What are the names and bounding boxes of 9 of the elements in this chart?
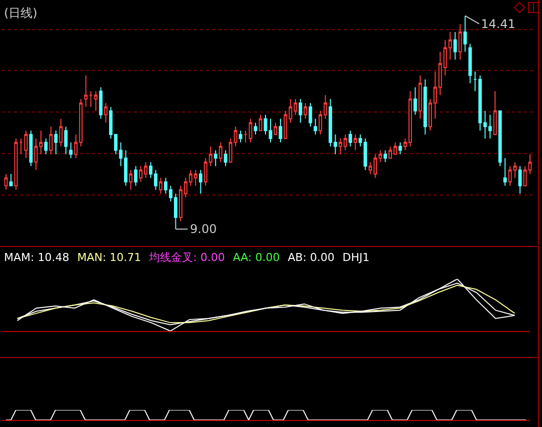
text: 均线金叉: 0.00 bbox=[149, 251, 225, 264]
chart-title: (日线) bbox=[4, 6, 38, 20]
text: MAN: 10.71 bbox=[77, 251, 142, 264]
annotation: 9.00 bbox=[190, 222, 217, 236]
annotation: 14.41 bbox=[481, 17, 516, 31]
text: DHJ1 bbox=[342, 251, 370, 264]
text: MAM: 10.48 bbox=[4, 251, 70, 264]
text: AB: 0.00 bbox=[288, 251, 334, 264]
text: AA: 0.00 bbox=[232, 251, 280, 264]
